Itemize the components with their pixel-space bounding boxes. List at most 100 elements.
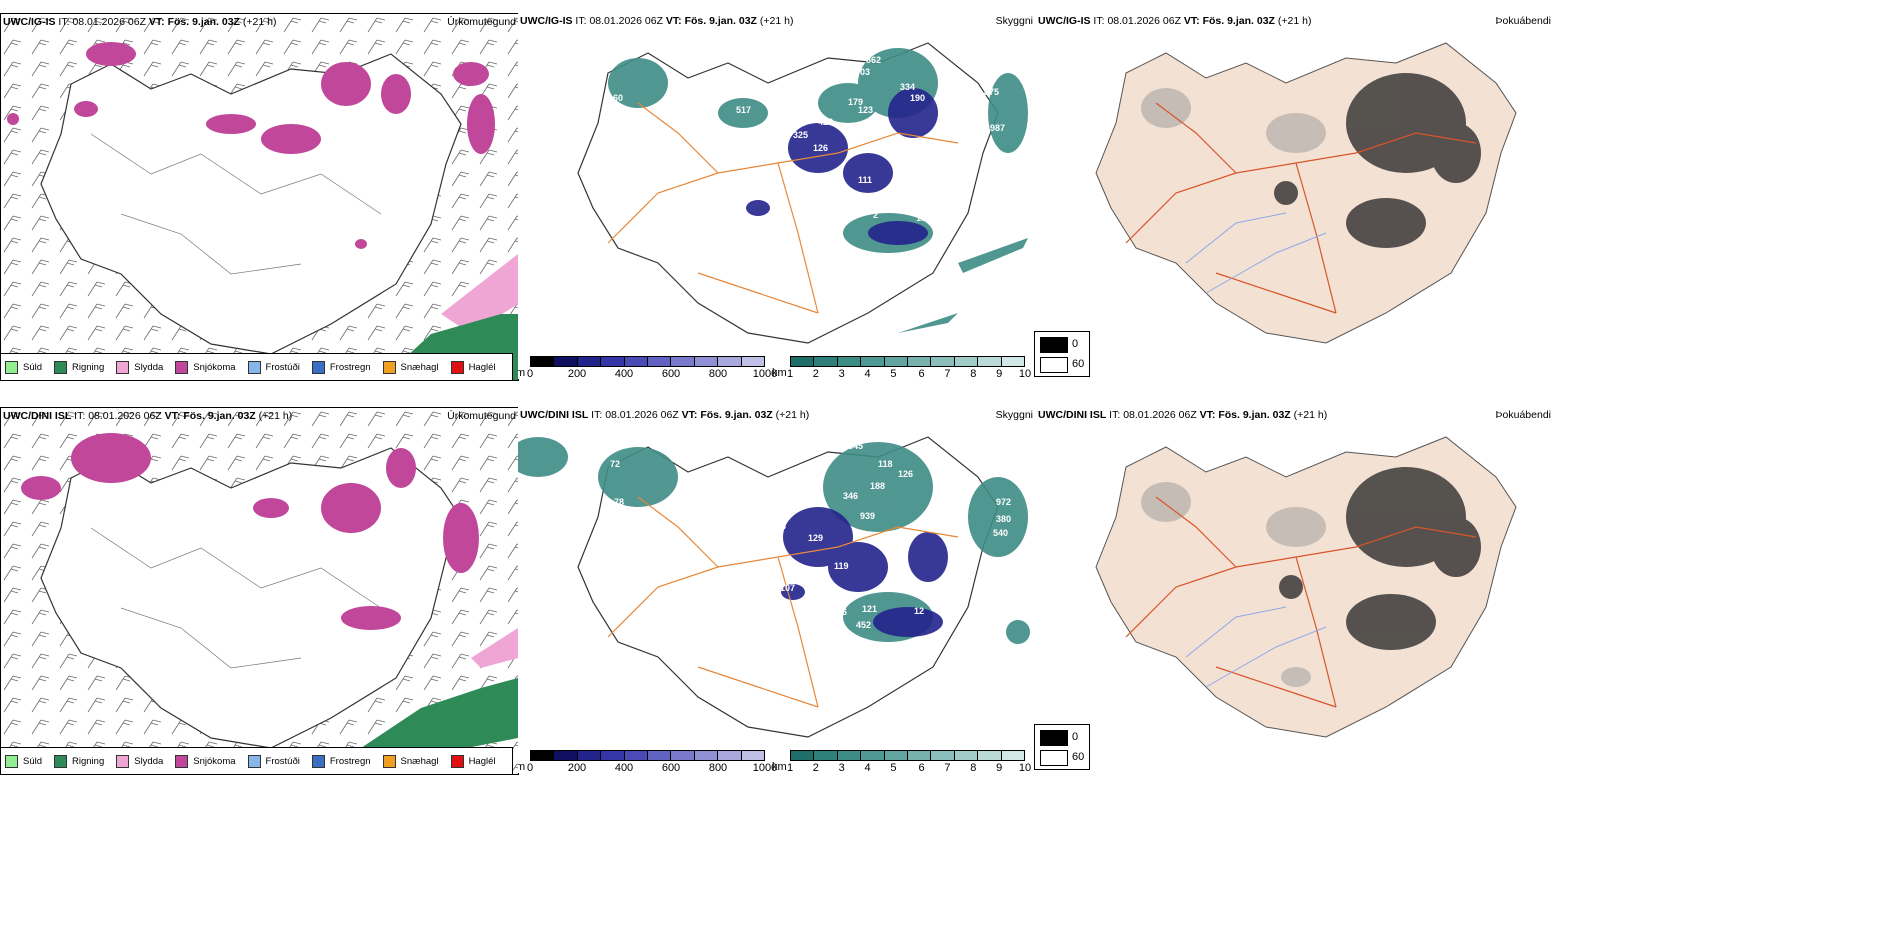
ceiling-label: 118 [878, 459, 893, 469]
ceiling-label: 369 [955, 569, 970, 579]
visibility-colorbar: km 1 2 3 4 5 6 7 8 9 10 [772, 356, 1031, 379]
ceiling-label: 346 [843, 491, 858, 501]
ceiling-label: 380 [996, 514, 1011, 524]
low-ceiling-areas [746, 88, 938, 245]
precip-type-map [1, 14, 518, 380]
precip-type-panel-row1: UWC/IG-IS IT: 08.01.2026 06Z VT: Fös. 9.… [0, 13, 519, 381]
legend-item: Rigning [54, 754, 104, 768]
snow-areas [21, 433, 479, 630]
ceiling-labels: 845 118 126 188 346 939 972 380 540 104 … [610, 441, 1011, 630]
low-ceiling-areas [781, 507, 948, 637]
ceiling-label: 129 [808, 533, 823, 543]
panel-variable-title: Þokuábendi [1495, 409, 1551, 421]
rain-sleet-area [361, 628, 518, 753]
fog-map [1095, 42, 1517, 344]
ceiling-label: 703 [855, 67, 870, 77]
legend-item: Frostúði [247, 754, 300, 768]
panel-variable-title: Skyggni [995, 409, 1033, 421]
panel-title: UWC/IG-IS IT: 08.01.2026 06Z VT: Fös. 9.… [3, 16, 277, 28]
fog-shading [1279, 467, 1481, 650]
cloudbase-colorbar: m 0 200 400 600 800 1000 [518, 750, 777, 773]
ceiling-label: 334 [900, 82, 915, 92]
ceiling-label: 862 [883, 27, 898, 37]
legend-item: Frostúði [247, 360, 300, 374]
legend-item: Frostregn [311, 754, 371, 768]
iceland-outline [40, 53, 462, 355]
ceiling-label: 845 [848, 441, 863, 451]
panel-variable-title: Úrkomutegund [447, 16, 516, 28]
ceiling-label: 179 [848, 97, 863, 107]
visibility-map: 845 118 126 188 346 939 972 380 540 104 … [518, 436, 1030, 738]
fog-roads [1125, 496, 1477, 708]
ceiling-label: 517 [736, 105, 751, 115]
legend-item: Snæhagl [382, 754, 439, 768]
fog-roads [1125, 102, 1477, 314]
legend-item: Snæhagl [382, 360, 439, 374]
ceiling-label: 148 [773, 105, 788, 115]
legend-item: Slydda [116, 360, 163, 374]
ceiling-label: 188 [870, 481, 885, 491]
legend-item: Snjókoma [175, 754, 236, 768]
visibility-colorbar: km 1 2 3 4 5 6 7 8 9 10 [772, 750, 1031, 773]
ceiling-label: 138 [916, 213, 931, 223]
precip-legend: Súld Rigning Slydda Snjókoma Frostúði Fr… [1, 353, 513, 380]
visibility-panel-row2: 845 118 126 188 346 939 972 380 540 104 … [518, 407, 1035, 773]
ceiling-label: 72 [610, 459, 620, 469]
visibility-panel-row1: 862 862 703 334 190 875 987 517 148 226 … [518, 13, 1035, 379]
ceiling-label: 160 [608, 93, 623, 103]
precip-type-map [1, 408, 518, 774]
ceiling-label: 987 [990, 123, 1005, 133]
ceiling-label: 123 [858, 105, 873, 115]
ceiling-label: 2 [873, 210, 878, 220]
ceiling-label: 972 [996, 497, 1011, 507]
ceiling-labels: 862 862 703 334 190 875 987 517 148 226 … [608, 27, 1005, 225]
legend-item: Slydda [116, 754, 163, 768]
precip-legend: Súld Rigning Slydda Snjókoma Frostúði Fr… [1, 747, 513, 774]
ceiling-label: 226 [788, 100, 803, 110]
panel-variable-title: Úrkomutegund [447, 410, 516, 422]
cloudbase-colorbar: m 0 200 400 600 800 1000 [518, 356, 777, 379]
ceiling-label: 163 [834, 215, 849, 225]
ceiling-label: 119 [834, 561, 849, 571]
panel-title: UWC/IG-IS IT: 08.01.2026 06Z VT: Fös. 9.… [1038, 15, 1312, 27]
panel-variable-title: Þokuábendi [1495, 15, 1551, 27]
legend-item: Haglél [450, 360, 496, 374]
ceiling-label: 111 [858, 175, 872, 185]
panel-title: UWC/IG-IS IT: 08.01.2026 06Z VT: Fös. 9.… [520, 15, 794, 27]
iceland-land [1095, 42, 1517, 344]
panel-title: UWC/DINI ISL IT: 08.01.2026 06Z VT: Fös.… [520, 409, 810, 421]
ceiling-label: 540 [993, 528, 1008, 538]
ceiling-label: 121 [862, 604, 877, 614]
fog-panel-row2: UWC/DINI ISL IT: 08.01.2026 06Z VT: Fös.… [1036, 407, 1553, 773]
legend-item: Frostregn [311, 360, 371, 374]
legend-item: Snjókoma [175, 360, 236, 374]
ceiling-label: 126 [832, 607, 847, 617]
roads [607, 102, 959, 314]
fog-panel-row1: UWC/IG-IS IT: 08.01.2026 06Z VT: Fös. 9.… [1036, 13, 1553, 379]
ceiling-label: 452 [856, 620, 871, 630]
legend-item: Haglél [450, 754, 496, 768]
ceiling-label: 126 [813, 143, 828, 153]
ceiling-label: 422 [818, 117, 833, 127]
fog-map [1095, 436, 1517, 738]
legend-item: Súld [5, 754, 42, 768]
legend-item: Rigning [54, 360, 104, 374]
fog-legend-row1: 0 60 [1034, 331, 1090, 377]
rivers [1185, 212, 1327, 294]
ceiling-label: 142 [735, 188, 750, 198]
iceland-land [1095, 436, 1517, 738]
snow-areas [7, 42, 495, 249]
fog-legend-row2: 0 60 [1034, 724, 1090, 770]
ceiling-label: 107 [780, 583, 795, 593]
ceiling-label: 862 [866, 55, 881, 65]
ceiling-label: 2 [973, 544, 978, 554]
visibility-map: 862 862 703 334 190 875 987 517 148 226 … [577, 27, 1028, 344]
panel-title: UWC/DINI ISL IT: 08.01.2026 06Z VT: Fös.… [3, 410, 293, 422]
panel-variable-title: Skyggni [995, 15, 1033, 27]
fog-shading [1274, 73, 1481, 248]
panel-title: UWC/DINI ISL IT: 08.01.2026 06Z VT: Fös.… [1038, 409, 1328, 421]
ceiling-label: 342 [775, 125, 790, 135]
ceiling-label: 126 [898, 469, 913, 479]
ceiling-label: 875 [984, 87, 999, 97]
ceiling-label: 939 [860, 511, 875, 521]
